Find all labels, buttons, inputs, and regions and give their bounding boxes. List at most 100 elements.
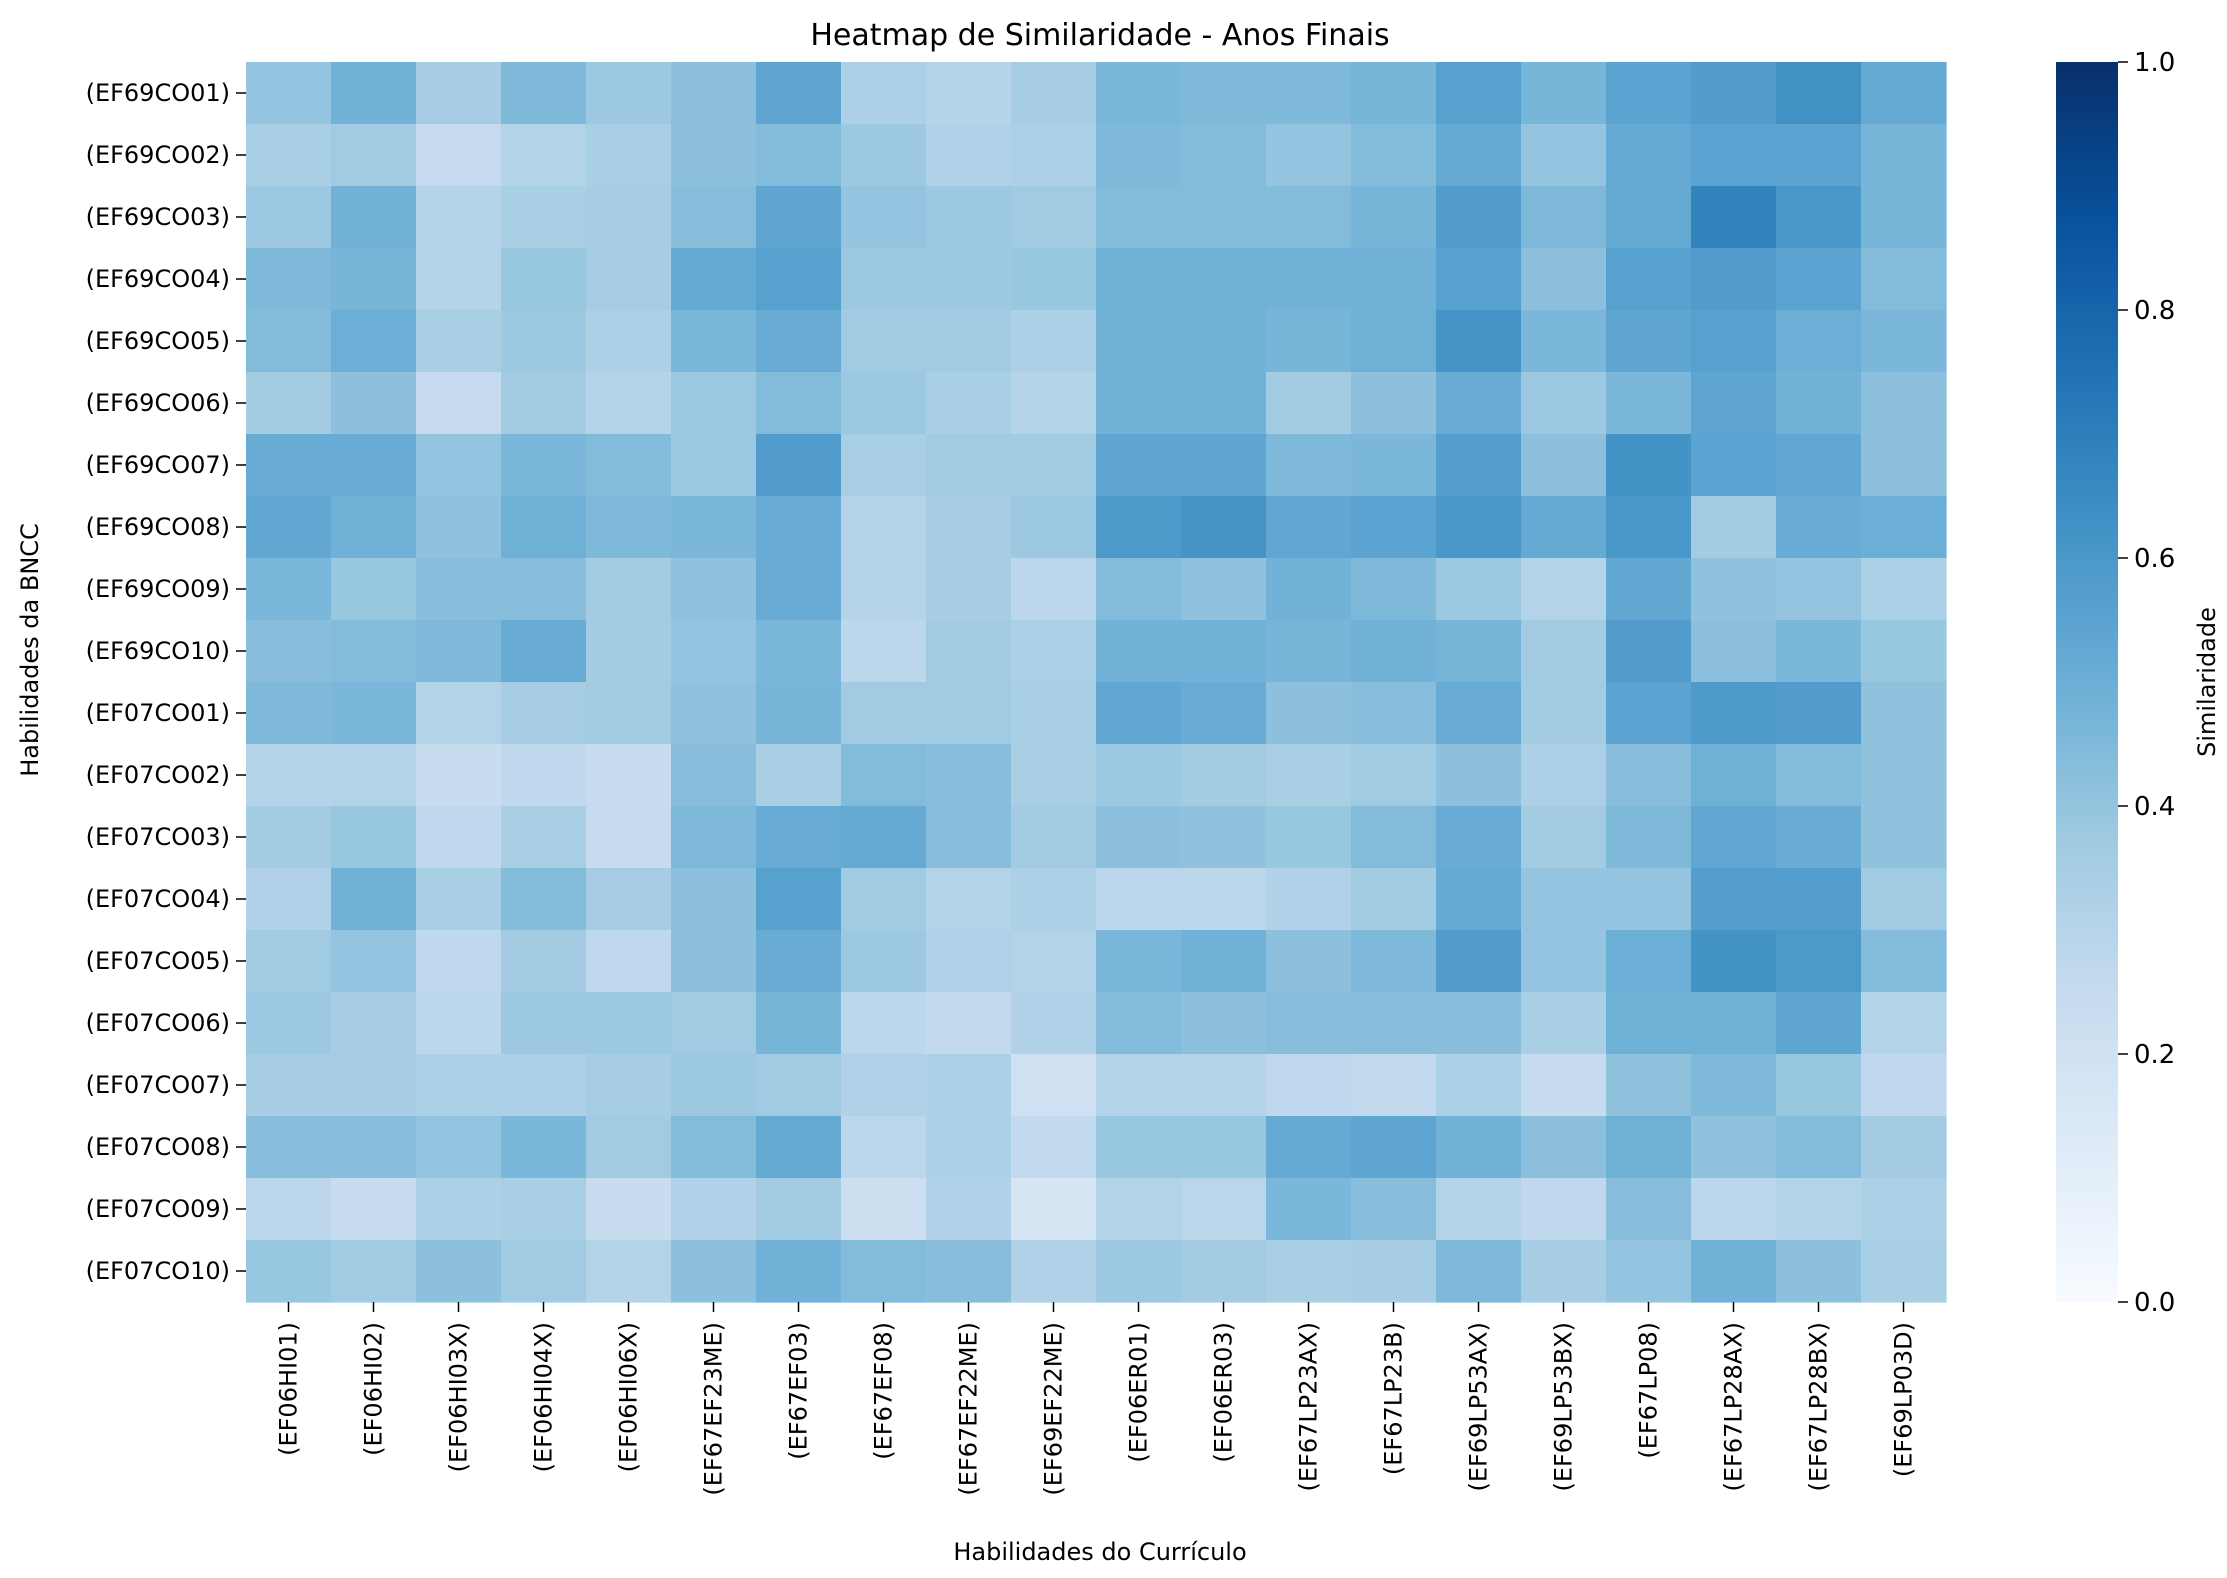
heatmap-cell bbox=[1776, 992, 1862, 1055]
heatmap-cell bbox=[1181, 806, 1267, 869]
heatmap-cell bbox=[671, 992, 757, 1055]
heatmap-cell bbox=[926, 558, 1012, 621]
heatmap-cell bbox=[1521, 930, 1607, 993]
heatmap-cell bbox=[1181, 1240, 1267, 1303]
heatmap-cell bbox=[1181, 744, 1267, 807]
heatmap-cell bbox=[586, 186, 672, 249]
heatmap-cell bbox=[1266, 1178, 1352, 1241]
heatmap-cell bbox=[1861, 62, 1947, 125]
heatmap-cell bbox=[1861, 496, 1947, 559]
heatmap-cell bbox=[1266, 124, 1352, 187]
y-tick-label: (EF69CO04) bbox=[86, 265, 230, 293]
heatmap-cell bbox=[416, 620, 502, 683]
heatmap-cell bbox=[1861, 992, 1947, 1055]
heatmap-cell bbox=[1691, 1240, 1777, 1303]
heatmap-cell bbox=[756, 372, 842, 435]
heatmap-cell bbox=[926, 496, 1012, 559]
x-tick-label: (EF06HI02) bbox=[360, 1322, 388, 1456]
heatmap-cell bbox=[1266, 744, 1352, 807]
heatmap-cell bbox=[1351, 558, 1437, 621]
heatmap-cell bbox=[1096, 124, 1182, 187]
heatmap-cell bbox=[246, 930, 332, 993]
y-axis-label: Habilidades da BNCC bbox=[16, 523, 44, 777]
colorbar-label: Similaridade bbox=[2193, 607, 2221, 757]
heatmap-cell bbox=[1776, 1178, 1862, 1241]
heatmap-cell bbox=[246, 248, 332, 311]
heatmap-cell bbox=[501, 620, 587, 683]
heatmap-cell bbox=[416, 558, 502, 621]
heatmap-cell bbox=[1011, 62, 1097, 125]
heatmap-cell bbox=[1606, 992, 1692, 1055]
heatmap-cell bbox=[1011, 310, 1097, 373]
heatmap-cell bbox=[501, 124, 587, 187]
heatmap-cell bbox=[1096, 992, 1182, 1055]
heatmap-cell bbox=[1861, 186, 1947, 249]
heatmap-cell bbox=[501, 868, 587, 931]
heatmap-cell bbox=[586, 1054, 672, 1117]
heatmap-cell bbox=[1606, 930, 1692, 993]
heatmap-cell bbox=[1521, 992, 1607, 1055]
heatmap-cell bbox=[671, 1116, 757, 1179]
heatmap-cell bbox=[246, 1054, 332, 1117]
heatmap-cell bbox=[1606, 558, 1692, 621]
heatmap-cell bbox=[416, 62, 502, 125]
heatmap-cell bbox=[1521, 1240, 1607, 1303]
heatmap-cell bbox=[1436, 496, 1522, 559]
y-tick-label: (EF07CO07) bbox=[86, 1071, 230, 1099]
heatmap-cell bbox=[331, 620, 417, 683]
y-tick-label: (EF69CO03) bbox=[86, 203, 230, 231]
heatmap-cell bbox=[1861, 868, 1947, 931]
heatmap-cell bbox=[1691, 806, 1777, 869]
heatmap-cell bbox=[1096, 1178, 1182, 1241]
heatmap-cell bbox=[331, 1178, 417, 1241]
heatmap-cell bbox=[501, 992, 587, 1055]
heatmap-cell bbox=[1776, 310, 1862, 373]
heatmap-cell bbox=[1181, 992, 1267, 1055]
y-tick-label: (EF69CO06) bbox=[86, 389, 230, 417]
heatmap-cell bbox=[416, 372, 502, 435]
heatmap-cell bbox=[1436, 930, 1522, 993]
heatmap-cell bbox=[926, 248, 1012, 311]
heatmap-cell bbox=[1351, 186, 1437, 249]
heatmap-cell bbox=[671, 62, 757, 125]
heatmap-cell bbox=[1521, 868, 1607, 931]
heatmap-cell bbox=[1266, 558, 1352, 621]
heatmap-cell bbox=[1521, 124, 1607, 187]
heatmap-cell bbox=[841, 62, 927, 125]
heatmap-cell bbox=[416, 1178, 502, 1241]
heatmap-cell bbox=[926, 434, 1012, 497]
heatmap-cell bbox=[1521, 1054, 1607, 1117]
heatmap-cell bbox=[1861, 682, 1947, 745]
heatmap-cell bbox=[1011, 992, 1097, 1055]
heatmap-cell bbox=[671, 310, 757, 373]
heatmap-cell bbox=[1606, 434, 1692, 497]
heatmap-cell bbox=[416, 682, 502, 745]
x-tick-label: (EF06HI04X) bbox=[530, 1322, 558, 1472]
heatmap-cell bbox=[416, 124, 502, 187]
heatmap-cell bbox=[416, 310, 502, 373]
heatmap-cell bbox=[1606, 1054, 1692, 1117]
heatmap-cell bbox=[246, 682, 332, 745]
heatmap-cell bbox=[841, 868, 927, 931]
heatmap-cell bbox=[756, 124, 842, 187]
heatmap-cell bbox=[841, 186, 927, 249]
heatmap-cell bbox=[756, 496, 842, 559]
heatmap-cell bbox=[586, 124, 672, 187]
x-tick-label: (EF69EF22ME) bbox=[1040, 1322, 1068, 1496]
heatmap-cell bbox=[586, 806, 672, 869]
heatmap-cell bbox=[586, 434, 672, 497]
heatmap-cell bbox=[1691, 744, 1777, 807]
heatmap-cell bbox=[841, 558, 927, 621]
colorbar-tick-label: 0.2 bbox=[2134, 1040, 2175, 1070]
x-tick-label: (EF67EF22ME) bbox=[955, 1322, 983, 1496]
heatmap-cell bbox=[1691, 930, 1777, 993]
heatmap-cell bbox=[586, 930, 672, 993]
heatmap-cell bbox=[501, 372, 587, 435]
heatmap-cell bbox=[671, 248, 757, 311]
heatmap-cell bbox=[1861, 1054, 1947, 1117]
heatmap-cell bbox=[1436, 1178, 1522, 1241]
heatmap-cell bbox=[1351, 310, 1437, 373]
heatmap-cell bbox=[1776, 372, 1862, 435]
heatmap-cell bbox=[1266, 620, 1352, 683]
heatmap-cell bbox=[501, 310, 587, 373]
